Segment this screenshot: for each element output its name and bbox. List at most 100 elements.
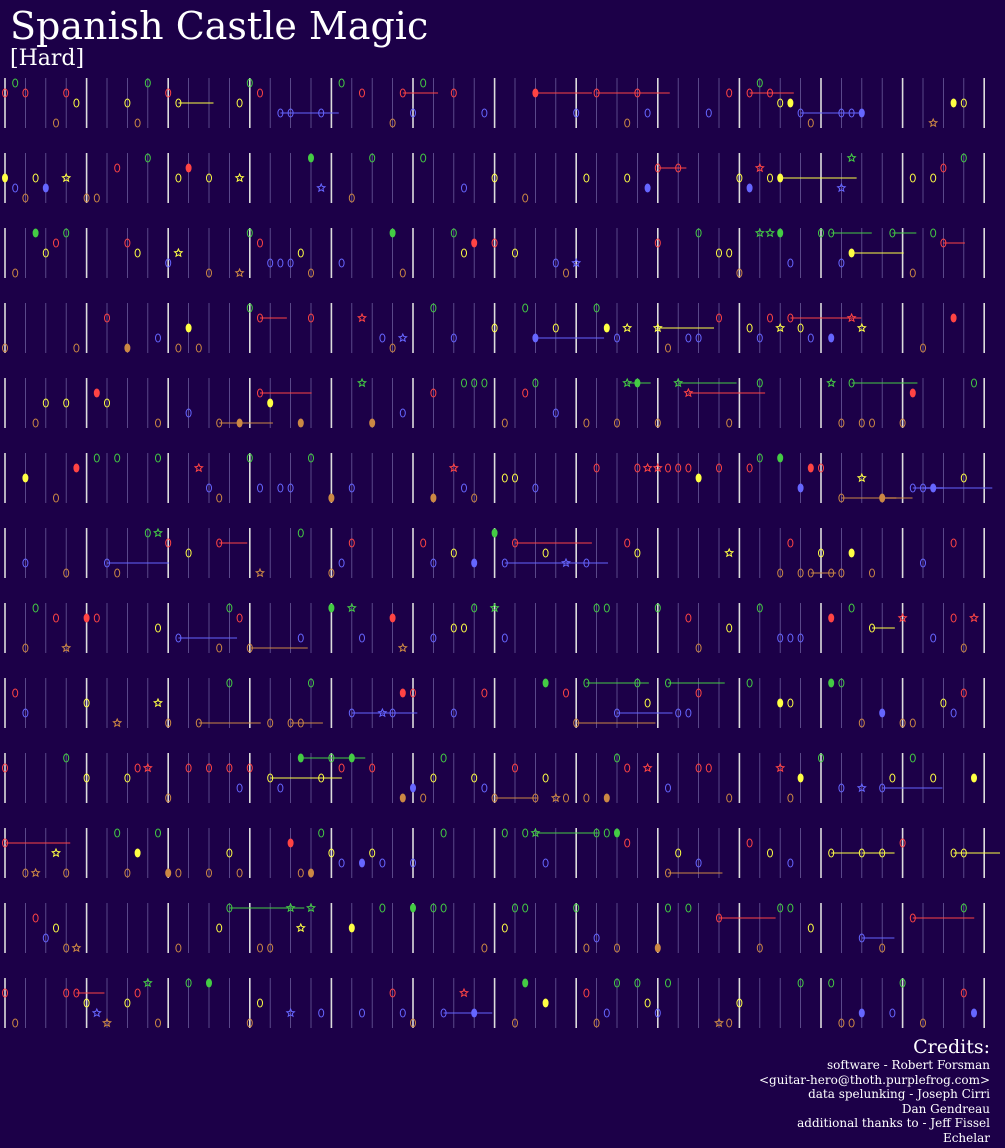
- note: [797, 633, 804, 643]
- note: [767, 313, 773, 323]
- note: [787, 793, 794, 803]
- note: [461, 623, 467, 633]
- note: [206, 868, 212, 878]
- note: [930, 633, 937, 643]
- note: [32, 913, 39, 923]
- note: [950, 313, 957, 323]
- note: [134, 763, 141, 773]
- note: [797, 483, 804, 493]
- note: [797, 323, 804, 333]
- note: [767, 173, 773, 183]
- note: [889, 228, 896, 238]
- note: [522, 828, 529, 838]
- note: [491, 793, 498, 803]
- note: [399, 793, 406, 803]
- note: [22, 558, 29, 568]
- note: [593, 463, 600, 473]
- note: [614, 828, 620, 838]
- note: [512, 903, 518, 913]
- note: [246, 228, 253, 238]
- note: [2, 988, 8, 998]
- star-note: [234, 172, 245, 183]
- note: [53, 238, 59, 248]
- note: [807, 118, 814, 128]
- note: [134, 988, 141, 998]
- note: [563, 688, 569, 698]
- note: [287, 718, 294, 728]
- note: [104, 558, 110, 568]
- star-note: [61, 172, 72, 183]
- note: [185, 408, 192, 418]
- note: [12, 183, 19, 193]
- note: [746, 463, 753, 473]
- note: [920, 343, 926, 353]
- note: [12, 268, 19, 278]
- note: [83, 193, 90, 203]
- note: [848, 378, 855, 388]
- note: [318, 773, 325, 783]
- star-note: [285, 902, 296, 913]
- note: [22, 868, 29, 878]
- note: [634, 88, 641, 98]
- note: [695, 228, 702, 238]
- note: [369, 418, 376, 428]
- note: [746, 678, 753, 688]
- note: [124, 773, 131, 783]
- note: [573, 718, 580, 728]
- note: [83, 998, 90, 1008]
- credit-line: software - Robert Forsman: [826, 1058, 990, 1072]
- note: [542, 858, 549, 868]
- note: [552, 258, 559, 268]
- note: [879, 943, 886, 953]
- note: [858, 108, 865, 118]
- note: [481, 108, 488, 118]
- credit-line: data spelunking - Joseph Cirri: [808, 1087, 990, 1101]
- note: [665, 978, 671, 988]
- note: [879, 493, 886, 503]
- note: [858, 848, 865, 858]
- note: [807, 568, 814, 578]
- note: [22, 473, 29, 483]
- note: [389, 988, 396, 998]
- note: [165, 258, 172, 268]
- note: [308, 678, 314, 688]
- note: [940, 163, 947, 173]
- note: [654, 163, 661, 173]
- star-note: [969, 612, 979, 623]
- note: [624, 173, 631, 183]
- note: [195, 718, 202, 728]
- note: [583, 943, 590, 953]
- note: [971, 1008, 977, 1018]
- note: [12, 688, 19, 698]
- note: [450, 623, 457, 633]
- star-note: [673, 377, 684, 388]
- note: [858, 418, 865, 428]
- star-note: [754, 227, 765, 238]
- note: [297, 528, 304, 538]
- note: [726, 248, 733, 258]
- note: [644, 183, 651, 193]
- note: [165, 718, 172, 728]
- note: [461, 248, 467, 258]
- note: [369, 763, 376, 773]
- note: [257, 388, 263, 398]
- note: [399, 408, 406, 418]
- note: [583, 558, 590, 568]
- note: [83, 613, 90, 623]
- note: [12, 78, 19, 88]
- note: [746, 323, 753, 333]
- note: [603, 603, 610, 613]
- note: [420, 78, 427, 88]
- star-note: [530, 827, 541, 838]
- note: [685, 333, 692, 343]
- note: [206, 763, 212, 773]
- note: [440, 828, 447, 838]
- note: [501, 633, 508, 643]
- note: [909, 718, 916, 728]
- note: [185, 548, 192, 558]
- note: [695, 763, 702, 773]
- note: [308, 453, 314, 463]
- note: [920, 558, 926, 568]
- note: [175, 98, 182, 108]
